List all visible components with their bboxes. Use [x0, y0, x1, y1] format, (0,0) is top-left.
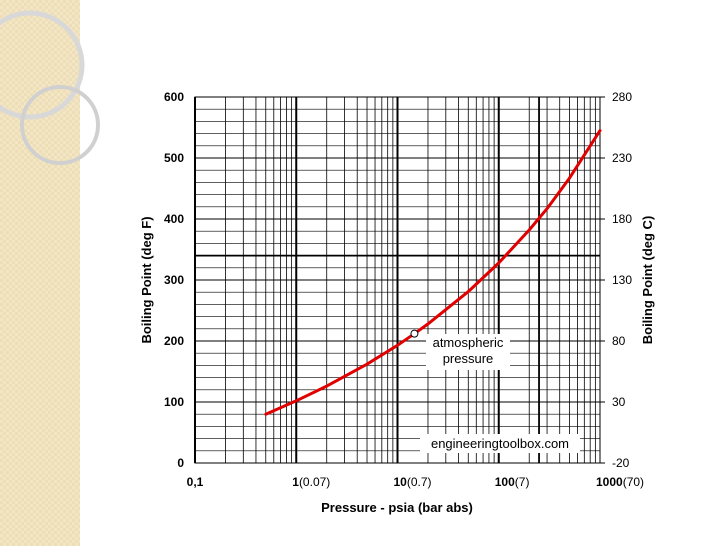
decor-ring-small — [20, 85, 100, 165]
y-tick-label: 300 — [164, 273, 184, 287]
annotation-bg — [426, 334, 510, 370]
y-tick-label: 500 — [164, 151, 184, 165]
annotation-line2: pressure — [443, 351, 494, 366]
y-tick-label: 200 — [164, 334, 184, 348]
decor-ring-large — [0, 10, 85, 120]
source-bg — [420, 434, 580, 453]
y-tick-label: 600 — [164, 90, 184, 104]
y2-axis-label: Boiling Point (deg C) — [640, 216, 655, 345]
x-tick-label: 1000(70) — [596, 475, 644, 489]
y-tick-label: 100 — [164, 395, 184, 409]
y2-tick-label: -20 — [612, 456, 630, 470]
y2-tick-label: 180 — [612, 212, 632, 226]
y2-tick-label: 280 — [612, 90, 632, 104]
chart-grid — [194, 96, 600, 464]
x-axis-label: Pressure - psia (bar abs) — [321, 500, 473, 515]
x-tick-label: 0,1 — [187, 475, 204, 489]
x-tick-label: 10(0.7) — [394, 475, 432, 489]
series-group — [264, 129, 602, 416]
y-tick-labels: 0 100 200 300 400 500 600 — [164, 90, 184, 470]
y2-tick-label: 80 — [612, 334, 626, 348]
source-annotation: engineeringtoolbox.com — [420, 434, 580, 453]
series-line — [264, 129, 602, 416]
y-tick-label: 400 — [164, 212, 184, 226]
atmospheric-annotation: atmospheric pressure — [410, 329, 510, 370]
annotation-line1: atmospheric — [433, 335, 504, 350]
x-tick-labels: 0,1 1(0.07) 10(0.7) 100(7) 1000(70) — [187, 475, 644, 489]
y2-tick-label: 230 — [612, 151, 632, 165]
y2-tick-label: 130 — [612, 273, 632, 287]
y2-tick-labels: -20 30 80 130 180 230 280 — [600, 90, 632, 470]
atmospheric-marker — [410, 329, 419, 338]
x-tick-label: 100(7) — [495, 475, 530, 489]
y2-tick-label: 30 — [612, 395, 626, 409]
source-text: engineeringtoolbox.com — [431, 436, 569, 451]
x-tick-label: 1(0.07) — [292, 475, 330, 489]
y-tick-label: 0 — [177, 456, 184, 470]
y-axis-label: Boiling Point (deg F) — [139, 216, 154, 343]
